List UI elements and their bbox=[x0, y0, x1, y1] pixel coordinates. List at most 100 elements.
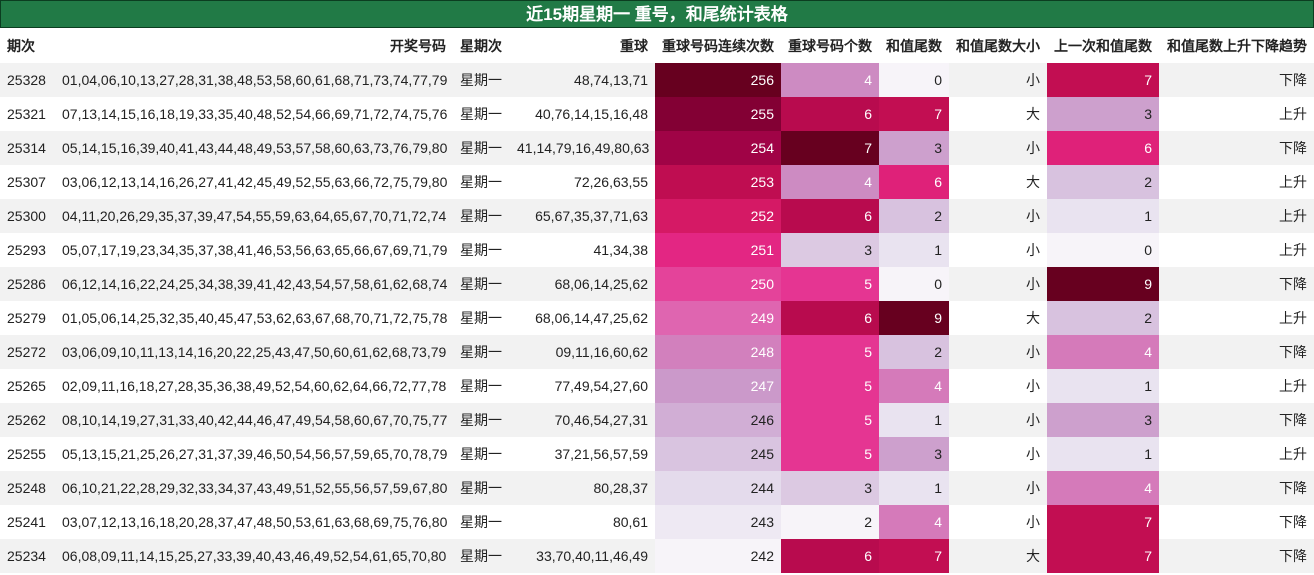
heat-cell: 249 bbox=[655, 301, 781, 335]
heat-cell: 4 bbox=[781, 165, 879, 199]
heat-cell: 251 bbox=[655, 233, 781, 267]
cell: 小 bbox=[949, 63, 1047, 97]
cell: 大 bbox=[949, 539, 1047, 573]
heat-cell: 1 bbox=[1047, 369, 1159, 403]
heat-cell: 4 bbox=[1047, 335, 1159, 369]
heat-cell: 2 bbox=[879, 335, 949, 369]
cell: 68,06,14,47,25,62 bbox=[535, 310, 648, 326]
heat-cell: 2 bbox=[781, 505, 879, 539]
column-header: 重球号码连续次数 bbox=[655, 28, 781, 63]
cell: 02,09,11,16,18,27,28,35,36,38,49,52,54,6… bbox=[62, 378, 447, 394]
heat-cell: 6 bbox=[879, 165, 949, 199]
cell: 小 bbox=[1026, 446, 1040, 462]
column-header: 上一次和值尾数 bbox=[1047, 28, 1159, 63]
cell: 03,06,09,10,11,13,14,16,20,22,25,43,47,5… bbox=[55, 335, 453, 369]
heat-cell: 245 bbox=[655, 437, 781, 471]
cell: 04,11,20,26,29,35,37,39,47,54,55,59,63,6… bbox=[55, 199, 453, 233]
heat-cell: 5 bbox=[781, 267, 879, 301]
heat-cell: 3 bbox=[781, 233, 879, 267]
cell: 25272 bbox=[0, 335, 55, 369]
cell: 下降 bbox=[1159, 267, 1314, 301]
cell: 41,34,38 bbox=[593, 242, 649, 258]
column-header: 和值尾数大小 bbox=[949, 28, 1047, 63]
heat-cell: 6 bbox=[781, 199, 879, 233]
cell: 05,14,15,16,39,40,41,43,44,48,49,53,57,5… bbox=[55, 131, 453, 165]
heat-cell: 0 bbox=[879, 267, 949, 301]
table-title: 近15期星期一 重号，和尾统计表格 bbox=[0, 0, 1314, 28]
cell: 25328 bbox=[0, 63, 55, 97]
heat-cell: 3 bbox=[1047, 97, 1159, 131]
heat-cell: 5 bbox=[781, 335, 879, 369]
column-header: 重球号码个数 bbox=[781, 28, 879, 63]
heat-cell: 255 bbox=[655, 97, 781, 131]
cell: 01,04,06,10,13,27,28,31,38,48,53,58,60,6… bbox=[55, 63, 453, 97]
cell: 08,10,14,19,27,31,33,40,42,44,46,47,49,5… bbox=[55, 403, 453, 437]
heat-cell: 242 bbox=[655, 539, 781, 573]
heat-cell: 256 bbox=[655, 63, 781, 97]
cell: 41,14,79,16,49,80,63 bbox=[510, 131, 655, 165]
table-row: 25234 06,08,09,11,14,15,25,27,33,39,40,43… bbox=[0, 539, 1314, 573]
cell: 77,49,54,27,60 bbox=[554, 378, 648, 394]
column-header: 星期次 bbox=[453, 28, 510, 63]
heat-cell: 7 bbox=[1047, 539, 1159, 573]
cell: 星期一 bbox=[460, 378, 502, 394]
heat-cell: 1 bbox=[879, 233, 949, 267]
heat-cell: 4 bbox=[1047, 471, 1159, 505]
cell: 上升 bbox=[1279, 378, 1307, 394]
table-row: 25241 03,07,12,13,16,18,20,28,37,47,48,50… bbox=[0, 505, 1314, 539]
cell: 上升 bbox=[1279, 174, 1307, 190]
cell: 小 bbox=[949, 199, 1047, 233]
table-row: 25300 04,11,20,26,29,35,37,39,47,54,55,59… bbox=[0, 199, 1314, 233]
cell: 星期一 bbox=[460, 446, 502, 462]
heat-cell: 6 bbox=[781, 539, 879, 573]
cell: 05,07,17,19,23,34,35,37,38,41,46,53,56,6… bbox=[62, 242, 448, 258]
table-row: 25255 05,13,15,21,25,26,27,31,37,39,46,50… bbox=[0, 437, 1314, 471]
table-row: 25321 07,13,14,15,16,18,19,33,35,40,48,52… bbox=[0, 97, 1314, 131]
table-row: 25307 03,06,12,13,14,16,26,27,41,42,45,49… bbox=[0, 165, 1314, 199]
heat-cell: 248 bbox=[655, 335, 781, 369]
cell: 25293 bbox=[7, 242, 46, 258]
cell: 25300 bbox=[0, 199, 55, 233]
heat-cell: 7 bbox=[879, 97, 949, 131]
cell: 星期一 bbox=[460, 106, 502, 122]
cell: 07,13,14,15,16,18,19,33,35,40,48,52,54,6… bbox=[62, 106, 448, 122]
cell: 25248 bbox=[0, 471, 55, 505]
cell: 05,13,15,21,25,26,27,31,37,39,46,50,54,5… bbox=[62, 446, 448, 462]
cell: 25241 bbox=[7, 514, 46, 530]
cell: 下降 bbox=[1279, 514, 1307, 530]
table-row: 25286 06,12,14,16,22,24,25,34,38,39,41,42… bbox=[0, 267, 1314, 301]
table-row: 25272 03,06,09,10,11,13,14,16,20,22,25,43… bbox=[0, 335, 1314, 369]
cell: 33,70,40,11,46,49 bbox=[510, 539, 655, 573]
heat-cell: 7 bbox=[1047, 505, 1159, 539]
cell: 星期一 bbox=[460, 514, 502, 530]
heat-cell: 0 bbox=[879, 63, 949, 97]
cell: 下降 bbox=[1159, 403, 1314, 437]
cell: 上升 bbox=[1279, 242, 1307, 258]
cell: 大 bbox=[1026, 174, 1040, 190]
heat-cell: 4 bbox=[879, 369, 949, 403]
cell: 星期一 bbox=[453, 199, 510, 233]
heat-cell: 247 bbox=[655, 369, 781, 403]
cell: 星期一 bbox=[460, 242, 502, 258]
cell: 下降 bbox=[1159, 131, 1314, 165]
heat-cell: 7 bbox=[1047, 63, 1159, 97]
cell: 下降 bbox=[1159, 471, 1314, 505]
heat-cell: 1 bbox=[1047, 199, 1159, 233]
table-row: 25314 05,14,15,16,39,40,41,43,44,48,49,53… bbox=[0, 131, 1314, 165]
cell: 小 bbox=[1026, 242, 1040, 258]
cell: 上升 bbox=[1279, 310, 1307, 326]
cell: 星期一 bbox=[453, 131, 510, 165]
cell: 星期一 bbox=[453, 63, 510, 97]
cell: 25234 bbox=[0, 539, 55, 573]
column-header: 期次 bbox=[0, 28, 55, 63]
column-header: 和值尾数上升下降趋势 bbox=[1159, 28, 1314, 63]
heat-cell: 250 bbox=[655, 267, 781, 301]
cell: 72,26,63,55 bbox=[574, 174, 648, 190]
cell: 小 bbox=[1026, 378, 1040, 394]
heat-cell: 9 bbox=[1047, 267, 1159, 301]
table-row: 25262 08,10,14,19,27,31,33,40,42,44,46,47… bbox=[0, 403, 1314, 437]
heat-cell: 1 bbox=[879, 403, 949, 437]
heat-cell: 7 bbox=[781, 131, 879, 165]
table-row: 25328 01,04,06,10,13,27,28,31,38,48,53,58… bbox=[0, 63, 1314, 97]
